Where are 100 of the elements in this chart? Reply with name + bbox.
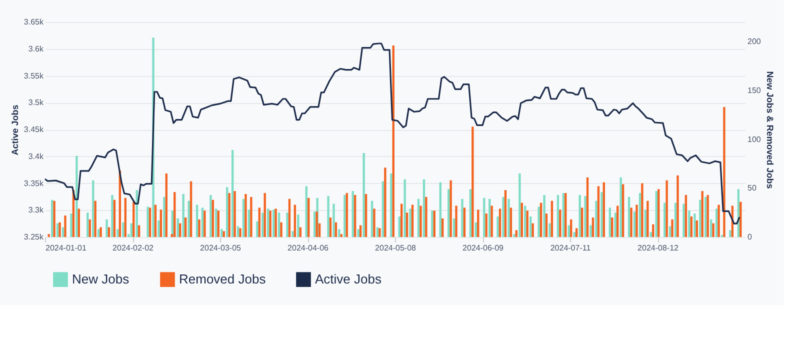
bar xyxy=(305,186,308,237)
bar xyxy=(538,206,540,237)
bar xyxy=(483,198,486,237)
bar xyxy=(357,229,360,237)
bar xyxy=(116,229,119,237)
y-axis-title: Active Jobs xyxy=(10,104,20,156)
bar xyxy=(694,214,696,237)
bar xyxy=(628,196,630,237)
bar xyxy=(272,210,275,237)
bar xyxy=(597,186,600,237)
bar xyxy=(622,184,624,237)
bar xyxy=(616,206,619,237)
bar xyxy=(524,206,526,237)
bar xyxy=(586,177,589,237)
bar xyxy=(515,230,518,237)
bar xyxy=(455,206,458,237)
y2-axis-title: New Jobs & Removed Jobs xyxy=(764,71,775,189)
bar xyxy=(299,227,302,237)
bar xyxy=(526,210,528,237)
y2-tick-label: 0 xyxy=(748,232,752,242)
bar xyxy=(575,228,578,237)
bar xyxy=(633,212,636,237)
bar xyxy=(378,228,381,237)
bar xyxy=(340,234,343,237)
bar xyxy=(485,214,488,237)
y-tick-label: 3.55k xyxy=(24,71,44,80)
bar xyxy=(614,212,616,237)
bar xyxy=(715,208,718,237)
bar xyxy=(78,208,80,237)
bar xyxy=(422,179,426,237)
bar xyxy=(106,219,108,237)
bar xyxy=(97,229,100,237)
bar xyxy=(620,177,622,237)
bar xyxy=(231,150,234,237)
bar xyxy=(364,194,368,237)
bar xyxy=(638,193,642,237)
x-tick-label: 2024-04-06 xyxy=(288,244,330,252)
bar xyxy=(469,189,472,237)
bar xyxy=(226,187,228,237)
x-tick-label: 2024-05-08 xyxy=(375,244,417,252)
bar xyxy=(184,217,187,237)
bar xyxy=(329,217,332,237)
bar xyxy=(163,196,166,237)
x-tick-label: 2024-08-12 xyxy=(638,244,680,252)
bar xyxy=(308,198,310,237)
bar xyxy=(641,183,644,237)
bar xyxy=(540,202,542,237)
bar xyxy=(258,208,260,237)
bar xyxy=(520,202,523,237)
bar xyxy=(239,228,242,237)
bar xyxy=(212,200,214,237)
bar xyxy=(595,200,598,237)
bar xyxy=(502,196,504,237)
bar xyxy=(671,219,674,237)
bar xyxy=(718,204,720,237)
x-tick-label: 2024-02-02 xyxy=(112,244,154,252)
bar xyxy=(417,198,420,237)
x-tick-label: 2024-01-01 xyxy=(46,244,87,252)
bar xyxy=(696,220,698,237)
x-tick-label: 2024-07-11 xyxy=(550,244,592,252)
bar xyxy=(288,198,291,237)
bar xyxy=(56,223,59,237)
bar xyxy=(404,179,406,237)
bar xyxy=(723,107,726,237)
bar xyxy=(474,222,478,237)
bar xyxy=(327,196,330,237)
bar xyxy=(441,218,444,237)
bar xyxy=(362,152,365,237)
bar xyxy=(498,208,502,237)
bar xyxy=(630,208,632,237)
bar xyxy=(490,206,493,237)
bar xyxy=(729,230,732,237)
bar xyxy=(204,210,206,237)
bar xyxy=(398,216,400,237)
bar xyxy=(513,234,516,237)
bar xyxy=(600,192,603,237)
bar xyxy=(234,191,236,237)
bar xyxy=(580,208,584,237)
bar xyxy=(210,194,212,237)
bar xyxy=(548,223,551,237)
bar xyxy=(550,200,554,237)
bar xyxy=(64,216,66,237)
bar xyxy=(62,227,64,237)
bar xyxy=(682,204,685,237)
bar xyxy=(556,194,560,237)
bar xyxy=(650,232,652,237)
bar xyxy=(158,220,160,237)
y-tick-label: 3.65k xyxy=(24,18,44,26)
bar xyxy=(592,217,594,237)
bar xyxy=(244,194,247,237)
bar xyxy=(70,214,72,237)
bar xyxy=(488,198,491,237)
legend-label: Active Jobs xyxy=(315,272,382,287)
bar xyxy=(48,234,50,237)
bar xyxy=(508,198,510,237)
bar xyxy=(644,210,647,237)
bar xyxy=(573,232,576,237)
bar xyxy=(590,225,592,237)
bar xyxy=(196,204,198,237)
bar xyxy=(86,212,89,237)
